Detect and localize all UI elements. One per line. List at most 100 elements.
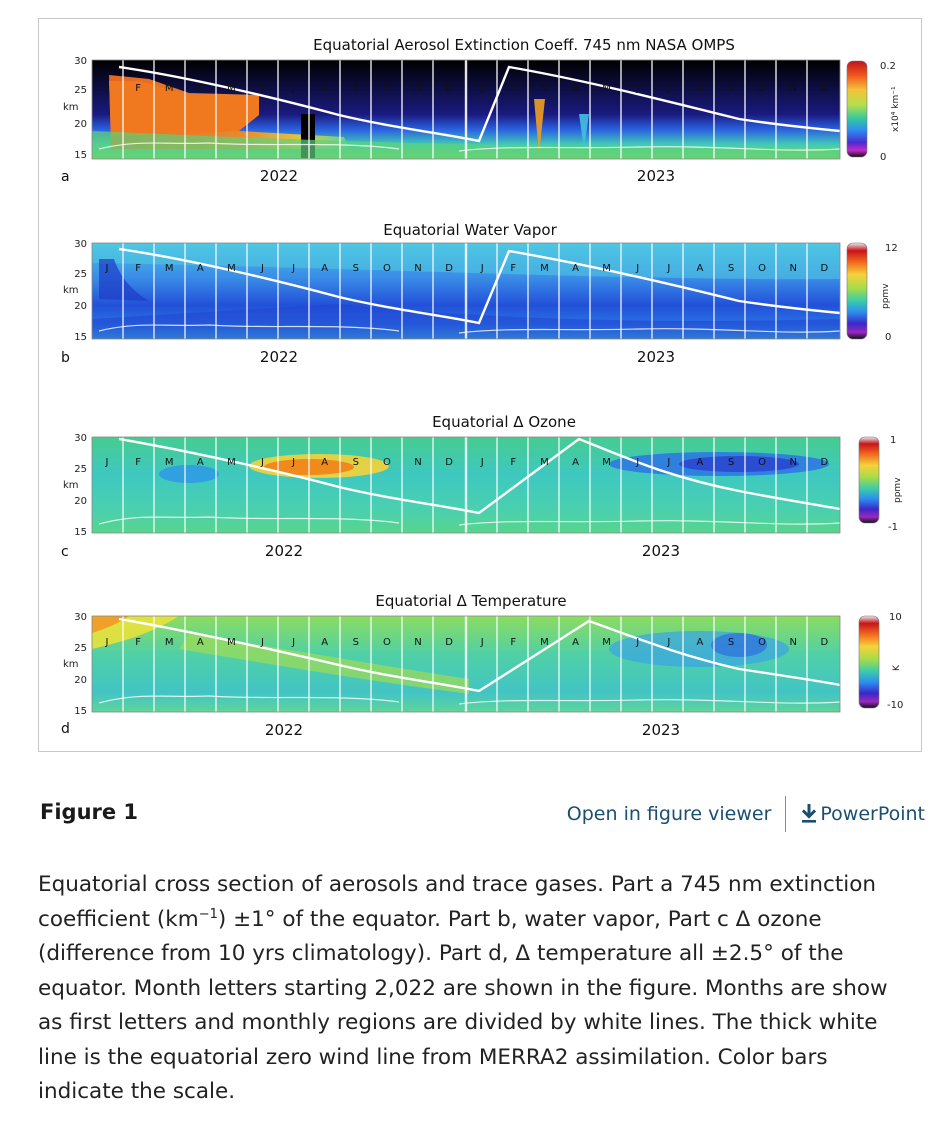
month-letter: F	[135, 637, 141, 648]
svg-text:0: 0	[880, 152, 886, 163]
svg-text:25: 25	[74, 85, 87, 96]
month-letter: J	[480, 83, 484, 94]
svg-text:15: 15	[74, 706, 87, 717]
svg-text:25: 25	[74, 643, 87, 654]
month-letter: J	[480, 637, 484, 648]
month-letter: O	[758, 637, 766, 648]
month-letter: O	[383, 457, 391, 468]
month-letter: N	[789, 457, 796, 468]
svg-text:25: 25	[74, 464, 87, 475]
month-letter: A	[321, 83, 328, 94]
month-letter: A	[696, 457, 703, 468]
panel-d-letter: d	[61, 721, 70, 737]
month-letter: J	[260, 637, 264, 648]
panel-c-letter: c	[61, 544, 69, 560]
figure-frame: Equatorial Aerosol Extinction Coeff. 745…	[38, 18, 922, 752]
month-letter: M	[602, 457, 611, 468]
month-letter: S	[728, 83, 734, 94]
month-letter: N	[789, 263, 796, 274]
month-letter: N	[789, 83, 796, 94]
panel-c-title: Equatorial Δ Ozone	[432, 413, 576, 431]
panel-c-year-2023: 2023	[642, 542, 680, 560]
download-icon	[802, 804, 817, 823]
month-letter: J	[105, 637, 109, 648]
month-letter: M	[227, 637, 236, 648]
svg-text:20: 20	[74, 675, 87, 686]
month-letter: N	[414, 457, 421, 468]
svg-text:0.2: 0.2	[880, 61, 896, 72]
figure-actions: Open in figure viewer PowerPoint	[567, 796, 925, 832]
month-letter: F	[135, 457, 141, 468]
month-letter: S	[353, 637, 359, 648]
month-letter: S	[728, 263, 734, 274]
svg-text:30: 30	[74, 56, 87, 67]
month-letter: F	[510, 457, 516, 468]
month-letter: M	[540, 637, 549, 648]
month-letter: J	[260, 457, 264, 468]
svg-text:15: 15	[74, 150, 87, 161]
month-letter: A	[696, 263, 703, 274]
month-letter: O	[758, 83, 766, 94]
month-letter: J	[105, 263, 109, 274]
svg-text:10: 10	[889, 612, 902, 623]
svg-text:12: 12	[885, 243, 898, 254]
panel-a-year-2022: 2022	[260, 167, 298, 185]
panel-c-colorbar: 1 -1 ppmv	[858, 435, 903, 533]
panel-b-year-2023: 2023	[637, 348, 675, 366]
figure-label: Figure 1	[40, 800, 139, 824]
svg-text:km: km	[63, 285, 79, 296]
panel-a-year-2023: 2023	[637, 167, 675, 185]
panel-a-month-dividers	[122, 60, 808, 159]
month-letter: S	[353, 457, 359, 468]
month-letter: M	[227, 83, 236, 94]
svg-text:km: km	[63, 480, 79, 491]
svg-text:30: 30	[74, 612, 87, 623]
month-letter: A	[197, 83, 204, 94]
panel-c-y-axis: 30 25 km 20 15	[63, 433, 87, 538]
panel-d-y-axis: 30 25 km 20 15	[63, 612, 87, 717]
month-letter: A	[696, 83, 703, 94]
month-letter: O	[758, 263, 766, 274]
svg-text:1: 1	[890, 435, 896, 446]
panel-d: Equatorial Δ Temperature	[61, 592, 903, 739]
svg-text:km: km	[63, 102, 79, 113]
month-letter: M	[540, 457, 549, 468]
month-letter: J	[291, 263, 295, 274]
month-letter: M	[540, 83, 549, 94]
month-letter: A	[572, 83, 579, 94]
month-letter: D	[820, 637, 828, 648]
svg-text:km: km	[63, 659, 79, 670]
month-letter: J	[635, 83, 639, 94]
month-letter: A	[321, 263, 328, 274]
panel-b-y-axis: 30 25 km 20 15	[63, 239, 87, 343]
month-letter: A	[696, 637, 703, 648]
month-letter: F	[510, 83, 516, 94]
month-letter: J	[105, 83, 109, 94]
open-in-figure-viewer-link[interactable]: Open in figure viewer	[566, 803, 772, 825]
svg-text:-10: -10	[887, 700, 903, 711]
panel-c-year-2022: 2022	[265, 542, 303, 560]
month-letter: M	[165, 263, 174, 274]
panel-a-y-axis: 30 25 km 20 15	[63, 56, 87, 161]
panel-a-title: Equatorial Aerosol Extinction Coeff. 745…	[313, 36, 735, 54]
panel-b-title: Equatorial Water Vapor	[383, 221, 557, 239]
month-letter: M	[165, 83, 174, 94]
month-letter: O	[758, 457, 766, 468]
powerpoint-download-link[interactable]: PowerPoint	[800, 803, 925, 825]
month-letter: F	[135, 263, 141, 274]
panel-a-zero-wind-line	[118, 65, 840, 143]
svg-text:25: 25	[74, 269, 87, 280]
month-letter: J	[666, 83, 670, 94]
month-letter: M	[227, 263, 236, 274]
caption-text-2: ) ±1° of the equator. Part b, water vapo…	[38, 906, 888, 1105]
month-letter: M	[602, 263, 611, 274]
panel-d-year-2022: 2022	[265, 721, 303, 739]
figure-image: Equatorial Aerosol Extinction Coeff. 745…	[61, 36, 903, 739]
panel-d-colorbar: 10 -10 K	[858, 612, 903, 711]
month-letter: A	[321, 457, 328, 468]
month-letter: A	[197, 457, 204, 468]
panel-a-letter: a	[61, 169, 70, 185]
svg-text:0: 0	[885, 332, 891, 343]
month-letter: J	[291, 457, 295, 468]
